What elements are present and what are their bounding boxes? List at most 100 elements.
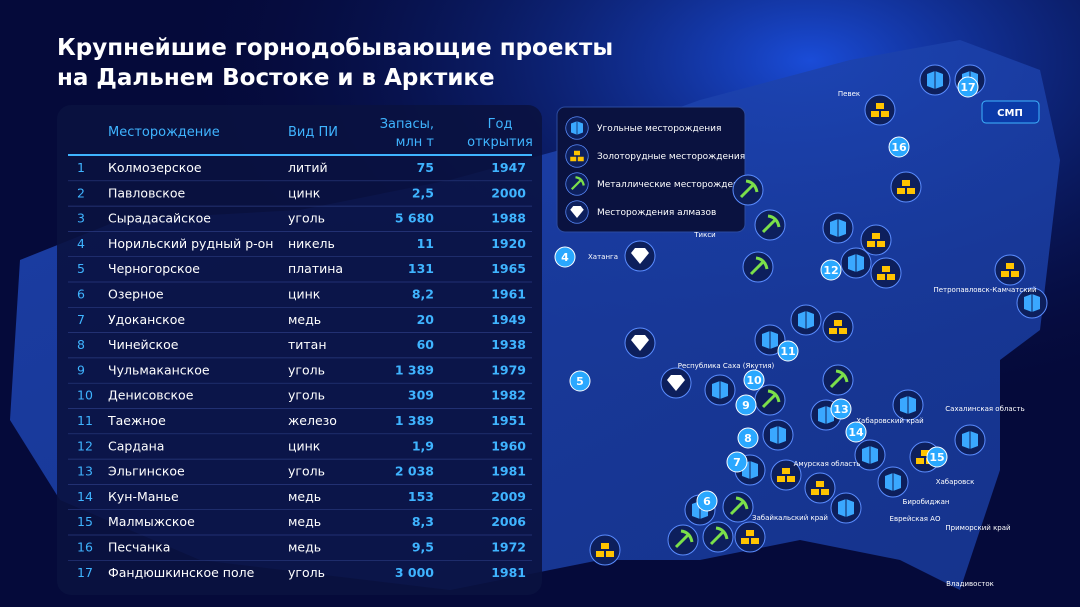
deposit-icon (890, 171, 922, 203)
mineral-type: титан (288, 337, 327, 352)
map-label: Еврейская АО (890, 515, 941, 523)
map-label: Хабаровский край (856, 417, 923, 425)
smp-label: СМП (997, 108, 1023, 119)
deposit-icon (870, 257, 902, 289)
deposit-name: Колмозерское (108, 160, 202, 175)
mineral-type: медь (288, 514, 321, 529)
marker (926, 446, 948, 468)
reserves: 20 (417, 312, 435, 327)
row-number: 14 (77, 489, 93, 504)
discovery-year: 1960 (491, 438, 526, 453)
deposit-icon (624, 327, 656, 359)
map-label: Петропавловск-Камчатский (933, 286, 1036, 294)
legend-label: Золоторудные месторождения (597, 152, 745, 162)
deposit-name: Денисовское (108, 388, 194, 403)
marker-label: 12 (823, 264, 838, 277)
deposit-icon (660, 367, 692, 399)
mineral-type: уголь (288, 211, 325, 226)
discovery-year: 1972 (491, 540, 526, 555)
deposit-icon (666, 523, 700, 557)
deposit-icon (830, 492, 862, 524)
deposit-icon (721, 490, 755, 524)
deposit-name: Черногорское (108, 261, 200, 276)
discovery-year: 2009 (491, 489, 526, 504)
marker-label: 7 (733, 456, 741, 469)
row-number: 4 (77, 236, 85, 251)
marker-label: 14 (848, 426, 864, 439)
discovery-year: 2000 (491, 185, 526, 200)
discovery-year: 1981 (491, 464, 526, 479)
row-number: 1 (77, 160, 85, 175)
marker-label: 13 (833, 403, 848, 416)
discovery-year: 1949 (491, 312, 526, 327)
column-header: Год (488, 117, 513, 132)
column-header: Месторождение (108, 125, 220, 140)
row-number: 5 (77, 261, 85, 276)
smp-button[interactable] (981, 100, 1040, 124)
row-number: 6 (77, 287, 85, 302)
mineral-type: литий (288, 160, 328, 175)
marker-label: 6 (703, 495, 711, 508)
map-label: Владивосток (946, 580, 994, 588)
reserves: 1,9 (412, 438, 434, 453)
deposit-icon (731, 173, 765, 207)
column-header: Запасы, (380, 117, 434, 132)
deposit-name: Кун-Манье (108, 489, 179, 504)
mineral-type: медь (288, 489, 321, 504)
deposit-icon (753, 208, 787, 242)
legend-label: Угольные месторождения (597, 124, 721, 134)
marker (957, 76, 979, 98)
reserves: 60 (417, 337, 435, 352)
legend-box (556, 106, 746, 233)
discovery-year: 1965 (491, 261, 526, 276)
reserves: 2 038 (395, 464, 434, 479)
discovery-year: 1982 (491, 388, 526, 403)
deposit-name: Сардана (108, 438, 164, 453)
reserves: 75 (417, 160, 434, 175)
deposit-name: Таежное (107, 413, 166, 428)
deposit-icon (821, 363, 855, 397)
deposit-icon (994, 254, 1026, 286)
deposit-name: Норильский рудный р-он (108, 236, 274, 251)
title-line: Крупнейшие горнодобывающие проекты (57, 35, 613, 61)
reserves: 153 (408, 489, 434, 504)
marker-label: 16 (891, 141, 907, 154)
discovery-year: 1988 (491, 211, 526, 226)
marker-label: 10 (746, 374, 762, 387)
marker (726, 451, 748, 473)
discovery-year: 1920 (491, 236, 526, 251)
marker (735, 394, 757, 416)
deposit-icon (701, 520, 735, 554)
reserves: 8,2 (412, 287, 434, 302)
marker-label: 17 (960, 81, 975, 94)
mineral-type: платина (288, 261, 343, 276)
marker (743, 369, 765, 391)
marker (554, 246, 576, 268)
deposit-icon (822, 311, 854, 343)
row-number: 15 (77, 514, 93, 529)
marker (820, 259, 842, 281)
legend-icon (565, 116, 589, 140)
map-label: Забайкальский край (752, 514, 828, 522)
marker-label: 4 (561, 251, 569, 264)
deposit-icon (741, 250, 775, 284)
deposit-icon (734, 521, 766, 553)
mineral-type: железо (288, 413, 337, 428)
discovery-year: 2006 (491, 514, 526, 529)
deposit-icon (822, 212, 854, 244)
deposit-icon (589, 534, 621, 566)
reserves: 309 (408, 388, 434, 403)
deposit-icon (804, 472, 836, 504)
reserves: 11 (417, 236, 434, 251)
reserves: 1 389 (395, 362, 434, 377)
discovery-year: 1951 (491, 413, 526, 428)
marker (888, 136, 910, 158)
row-number: 11 (77, 413, 93, 428)
reserves: 3 000 (395, 565, 434, 580)
map-label: Приморский край (945, 524, 1010, 532)
deposit-name: Песчанка (108, 540, 170, 555)
mineral-type: цинк (288, 287, 321, 302)
legend-icon (565, 200, 589, 224)
marker (569, 370, 591, 392)
